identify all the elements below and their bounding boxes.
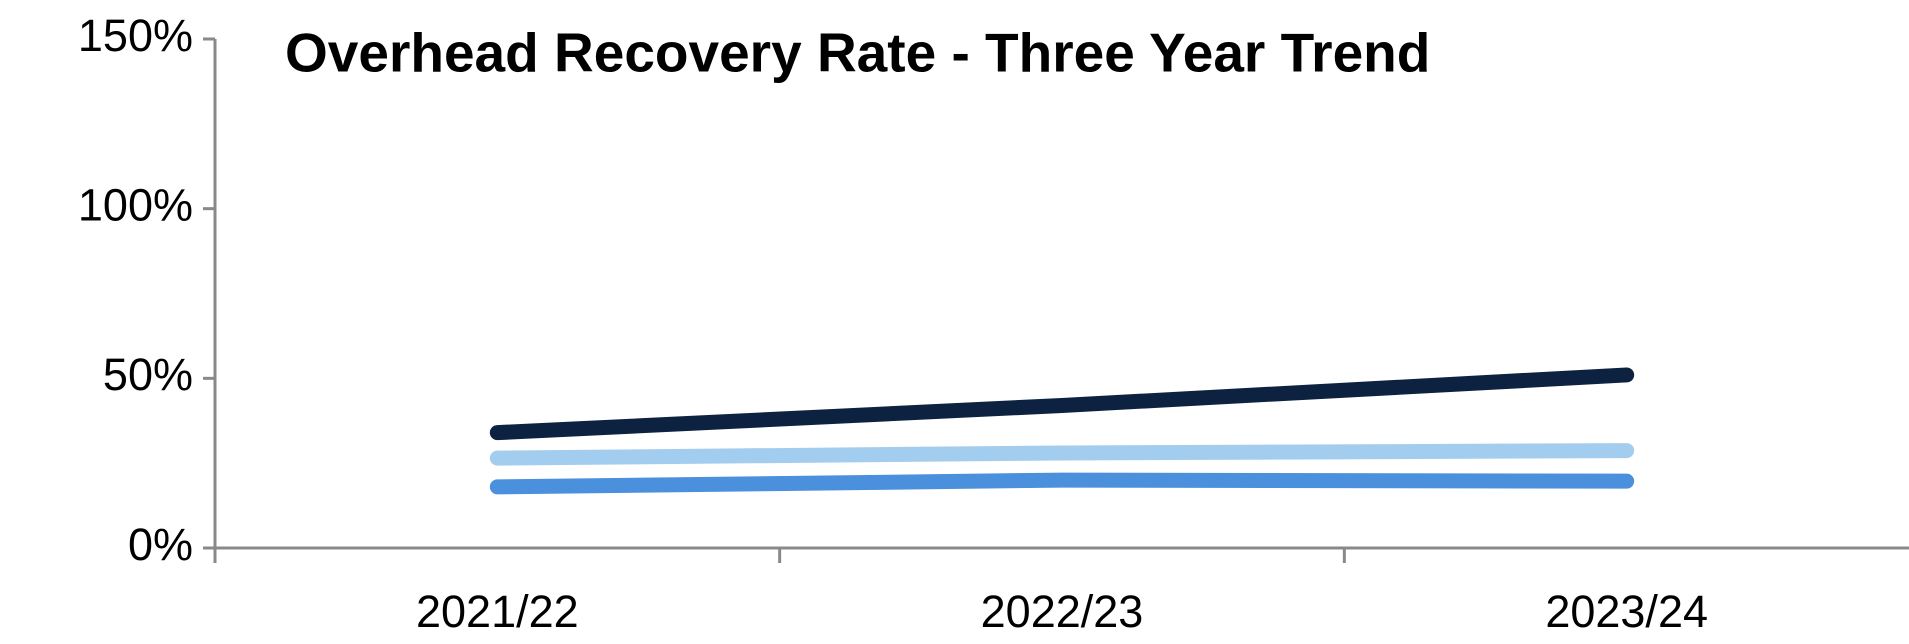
series-line [489, 472, 1635, 495]
chart-title: Overhead Recovery Rate - Three Year Tren… [285, 22, 1430, 84]
y-tick-label: 50% [103, 349, 193, 400]
x-tick-label: 2021/22 [416, 586, 579, 637]
x-tick-label: 2022/23 [981, 586, 1144, 637]
x-tick-label: 2023/24 [1545, 586, 1708, 637]
series-line [489, 443, 1635, 466]
y-tick-label: 100% [78, 180, 193, 231]
series-line [489, 367, 1635, 441]
y-tick-label: 150% [78, 10, 193, 61]
y-tick-label: 0% [128, 519, 193, 570]
